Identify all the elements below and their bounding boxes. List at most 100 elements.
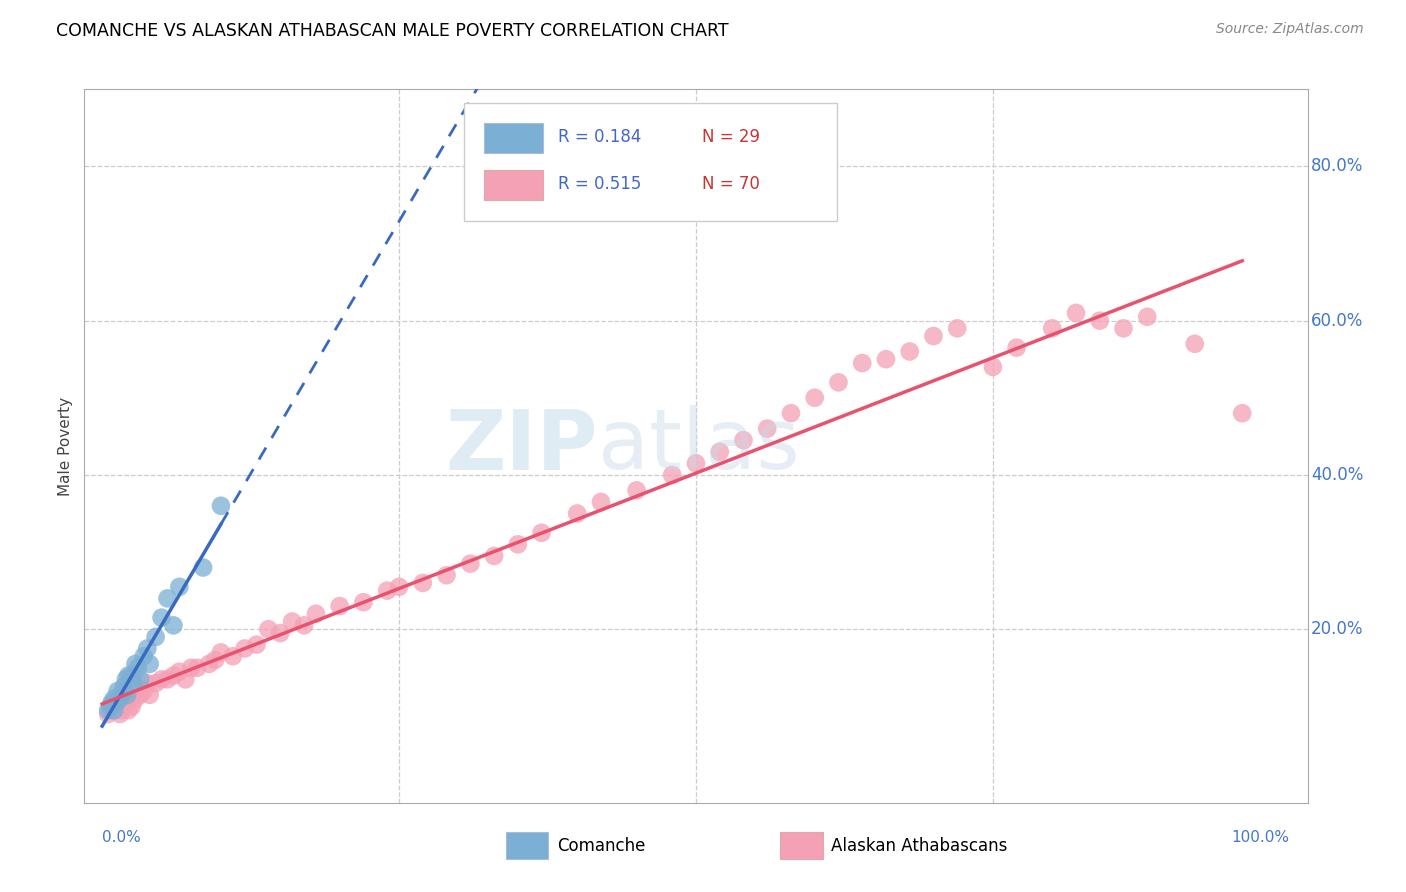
Point	[105, 699, 128, 714]
Point	[117, 668, 139, 682]
Point	[129, 688, 152, 702]
Point	[482, 549, 505, 563]
Point	[103, 703, 125, 717]
Text: COMANCHE VS ALASKAN ATHABASCAN MALE POVERTY CORRELATION CHART: COMANCHE VS ALASKAN ATHABASCAN MALE POVE…	[56, 22, 728, 40]
Point	[1088, 313, 1111, 327]
Point	[209, 499, 232, 513]
Point	[112, 699, 135, 714]
Point	[132, 649, 155, 664]
Point	[946, 321, 969, 335]
Text: 80.0%: 80.0%	[1312, 157, 1364, 176]
Point	[626, 483, 648, 498]
Point	[191, 560, 214, 574]
Point	[122, 676, 145, 690]
Point	[100, 696, 122, 710]
Point	[1112, 321, 1135, 335]
Point	[100, 699, 122, 714]
Point	[1184, 336, 1206, 351]
Point	[110, 703, 132, 717]
Text: 60.0%: 60.0%	[1312, 311, 1364, 330]
Point	[150, 673, 173, 687]
Point	[1040, 321, 1063, 335]
Point	[124, 691, 146, 706]
Point	[169, 580, 191, 594]
Point	[117, 703, 139, 717]
Point	[115, 673, 138, 687]
Point	[180, 661, 202, 675]
Point	[1005, 341, 1028, 355]
Point	[124, 657, 146, 671]
Text: 0.0%: 0.0%	[103, 830, 141, 845]
Point	[162, 618, 184, 632]
Point	[875, 352, 897, 367]
Point	[156, 673, 179, 687]
Text: ZIP: ZIP	[446, 406, 598, 486]
Point	[112, 680, 135, 694]
Point	[145, 630, 167, 644]
Point	[375, 583, 398, 598]
Point	[97, 703, 120, 717]
Point	[108, 691, 131, 706]
Point	[136, 676, 159, 690]
Point	[169, 665, 191, 679]
Bar	[484, 123, 543, 153]
Point	[803, 391, 825, 405]
Y-axis label: Male Poverty: Male Poverty	[58, 396, 73, 496]
Text: N = 29: N = 29	[702, 128, 761, 146]
Point	[222, 649, 245, 664]
Text: Alaskan Athabascans: Alaskan Athabascans	[831, 837, 1007, 855]
Point	[138, 688, 160, 702]
Point	[127, 684, 149, 698]
Text: 100.0%: 100.0%	[1232, 830, 1289, 845]
Point	[388, 580, 411, 594]
Point	[1232, 406, 1254, 420]
Point	[132, 684, 155, 698]
Point	[174, 673, 197, 687]
Point	[530, 525, 553, 540]
Point	[851, 356, 873, 370]
Point	[1064, 306, 1087, 320]
Point	[756, 422, 779, 436]
Point	[352, 595, 374, 609]
Point	[233, 641, 256, 656]
Point	[412, 576, 434, 591]
Point	[506, 537, 529, 551]
Point	[103, 703, 125, 717]
Point	[245, 638, 267, 652]
Point	[281, 615, 304, 629]
Point	[269, 626, 291, 640]
Point	[186, 661, 208, 675]
Point	[1136, 310, 1159, 324]
Point	[685, 456, 707, 470]
Point	[145, 676, 167, 690]
Point	[209, 645, 232, 659]
Point	[567, 507, 589, 521]
Point	[108, 707, 131, 722]
Text: atlas: atlas	[598, 406, 800, 486]
Point	[436, 568, 458, 582]
Point	[121, 668, 143, 682]
Point	[150, 610, 173, 624]
Point	[827, 376, 849, 390]
Point	[922, 329, 945, 343]
Point	[460, 557, 482, 571]
Point	[100, 703, 122, 717]
FancyBboxPatch shape	[464, 103, 837, 221]
Point	[114, 684, 136, 698]
Point	[136, 641, 159, 656]
Point	[115, 696, 138, 710]
Text: Comanche: Comanche	[557, 837, 645, 855]
Bar	[484, 169, 543, 200]
Point	[589, 495, 612, 509]
Point	[115, 688, 138, 702]
Point	[981, 359, 1004, 374]
Point	[127, 661, 149, 675]
Point	[107, 684, 129, 698]
Text: 20.0%: 20.0%	[1312, 620, 1364, 638]
Bar	[506, 832, 548, 859]
Point	[780, 406, 803, 420]
Point	[103, 691, 125, 706]
Point	[129, 673, 152, 687]
Point	[661, 467, 683, 482]
Point	[292, 618, 315, 632]
